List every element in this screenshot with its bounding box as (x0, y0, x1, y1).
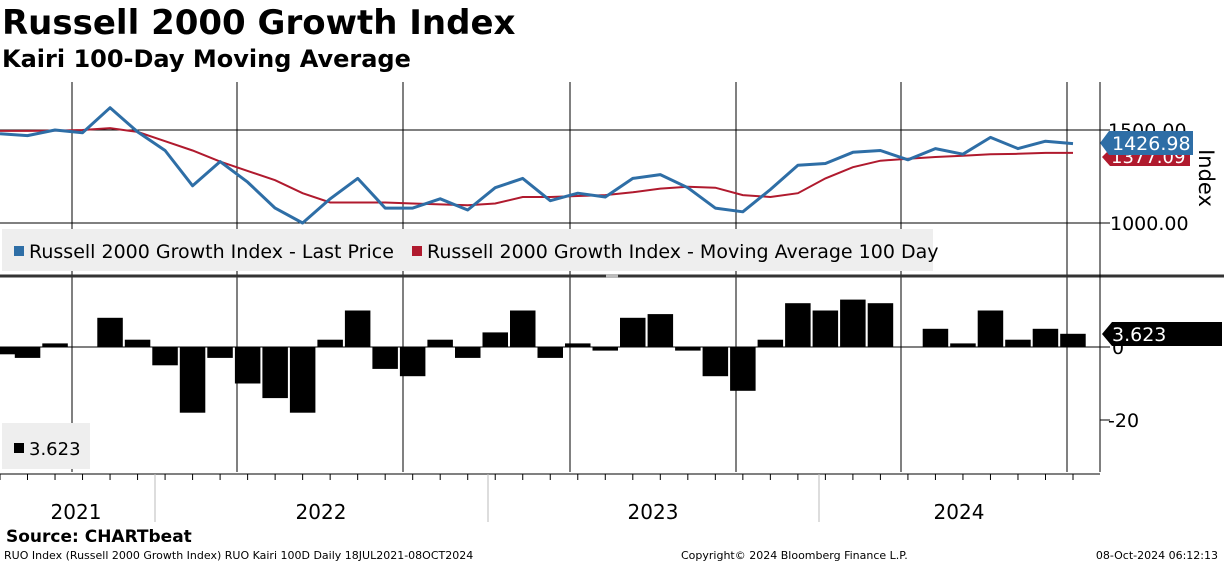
kairi-bar (455, 347, 481, 358)
y-tick-label-1000: 1000.00 (1110, 213, 1189, 235)
panel-divider-handle[interactable] (606, 274, 618, 278)
kairi-bar (867, 303, 894, 347)
kairi-bar (812, 310, 839, 347)
kairi-bar (647, 314, 674, 347)
kairi-bar (482, 332, 508, 347)
x-year-label-2022: 2022 (296, 500, 347, 524)
kairi-bar (179, 347, 206, 413)
legend-label-kairi: 3.623 (29, 439, 81, 460)
kairi-bar (537, 347, 563, 358)
kairi-bar (977, 310, 1004, 347)
kairi-bar (565, 343, 591, 347)
kairi-last-value-tag (1102, 322, 1222, 346)
kairi-bar (152, 347, 178, 366)
footer-timestamp: 08-Oct-2024 06:12:13 (1095, 549, 1218, 562)
x-year-label-2024: 2024 (934, 500, 985, 524)
footer-ticker-info: RUO Index (Russell 2000 Growth Index) RU… (4, 549, 474, 562)
kairi-bar (317, 339, 343, 347)
kairi-bar (922, 328, 949, 348)
chart-title: Russell 2000 Growth Index (2, 3, 516, 43)
legend-label-price: Russell 2000 Growth Index - Last Price (29, 241, 394, 263)
source-note: Source: CHARTbeat (6, 527, 192, 547)
kairi-bar (785, 303, 811, 347)
kairi-bar (840, 299, 866, 347)
kairi-bar (592, 347, 618, 351)
kairi-bar (124, 339, 151, 347)
footer-copyright: Copyright© 2024 Bloomberg Finance L.P. (681, 549, 908, 562)
kairi-bar (1005, 339, 1031, 347)
kairi-bar (344, 310, 371, 347)
price-last-value-label: 1426.98 (1112, 133, 1191, 155)
upper-legend-box (2, 229, 933, 271)
kairi-bar (234, 347, 261, 384)
last-price-line (0, 106, 1074, 225)
kairi-last-value-label: 3.623 (1112, 324, 1166, 346)
kairi-bar (1060, 333, 1086, 347)
y-axis-title: Index (1194, 149, 1218, 207)
chart-subtitle: Kairi 100-Day Moving Average (2, 45, 411, 73)
kairi-bar (42, 343, 68, 347)
kairi-bar (675, 347, 701, 351)
kairi-bar (97, 317, 123, 347)
kairi-bar (950, 343, 976, 347)
kairi-bar (262, 347, 288, 399)
price-last-value-tag (1100, 131, 1193, 155)
kairi-bar (372, 347, 398, 369)
kairi-bar (620, 317, 646, 347)
kairi-bar (702, 347, 729, 377)
kairi-bar (757, 339, 784, 347)
kairi-bar (730, 347, 756, 391)
x-year-label-2023: 2023 (628, 500, 679, 524)
ma-100-day-line (0, 127, 1073, 207)
kairi-bar (510, 310, 536, 347)
kairi-bar (289, 347, 316, 413)
legend-marker-price (14, 246, 24, 256)
legend-marker-kairi (14, 443, 24, 453)
kairi-bar (14, 347, 41, 358)
kairi-bar (0, 347, 26, 355)
x-year-label-2021: 2021 (51, 500, 102, 524)
kairi-bar (207, 347, 233, 358)
legend-label-ma: Russell 2000 Growth Index - Moving Avera… (427, 241, 939, 263)
kairi-bar (427, 339, 453, 347)
legend-marker-ma (412, 246, 422, 256)
y-tick-label-minus20: -20 (1108, 410, 1139, 432)
kairi-bar (1032, 328, 1059, 348)
kairi-bar (399, 347, 426, 377)
